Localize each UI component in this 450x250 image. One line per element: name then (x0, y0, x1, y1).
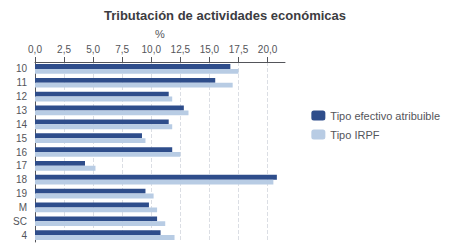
svg-text:2,5: 2,5 (57, 44, 71, 55)
svg-text:%: % (155, 28, 165, 40)
svg-text:15,0: 15,0 (200, 44, 220, 55)
svg-text:17,5: 17,5 (229, 44, 249, 55)
svg-text:20,0: 20,0 (258, 44, 278, 55)
svg-text:17: 17 (16, 160, 28, 171)
svg-text:4: 4 (21, 230, 27, 241)
svg-text:11: 11 (17, 77, 28, 88)
svg-text:14: 14 (16, 119, 28, 130)
svg-text:SC: SC (13, 216, 27, 227)
svg-text:12: 12 (16, 91, 28, 102)
svg-text:18: 18 (16, 174, 28, 185)
svg-text:10,0: 10,0 (142, 44, 162, 55)
svg-text:7,5: 7,5 (115, 44, 129, 55)
svg-text:M: M (19, 202, 27, 213)
svg-text:5,0: 5,0 (86, 44, 100, 55)
svg-text:Tipo efectivo atribuible: Tipo efectivo atribuible (330, 110, 440, 122)
svg-text:10: 10 (16, 63, 28, 74)
svg-text:15: 15 (16, 133, 28, 144)
svg-text:13: 13 (16, 105, 28, 116)
svg-text:0,0: 0,0 (28, 44, 42, 55)
svg-text:12,5: 12,5 (171, 44, 191, 55)
svg-text:Tipo IRPF: Tipo IRPF (330, 129, 379, 141)
svg-text:19: 19 (16, 188, 28, 199)
svg-text:Tributación de actividades eco: Tributación de actividades económicas (104, 8, 346, 23)
svg-text:16: 16 (16, 147, 28, 158)
